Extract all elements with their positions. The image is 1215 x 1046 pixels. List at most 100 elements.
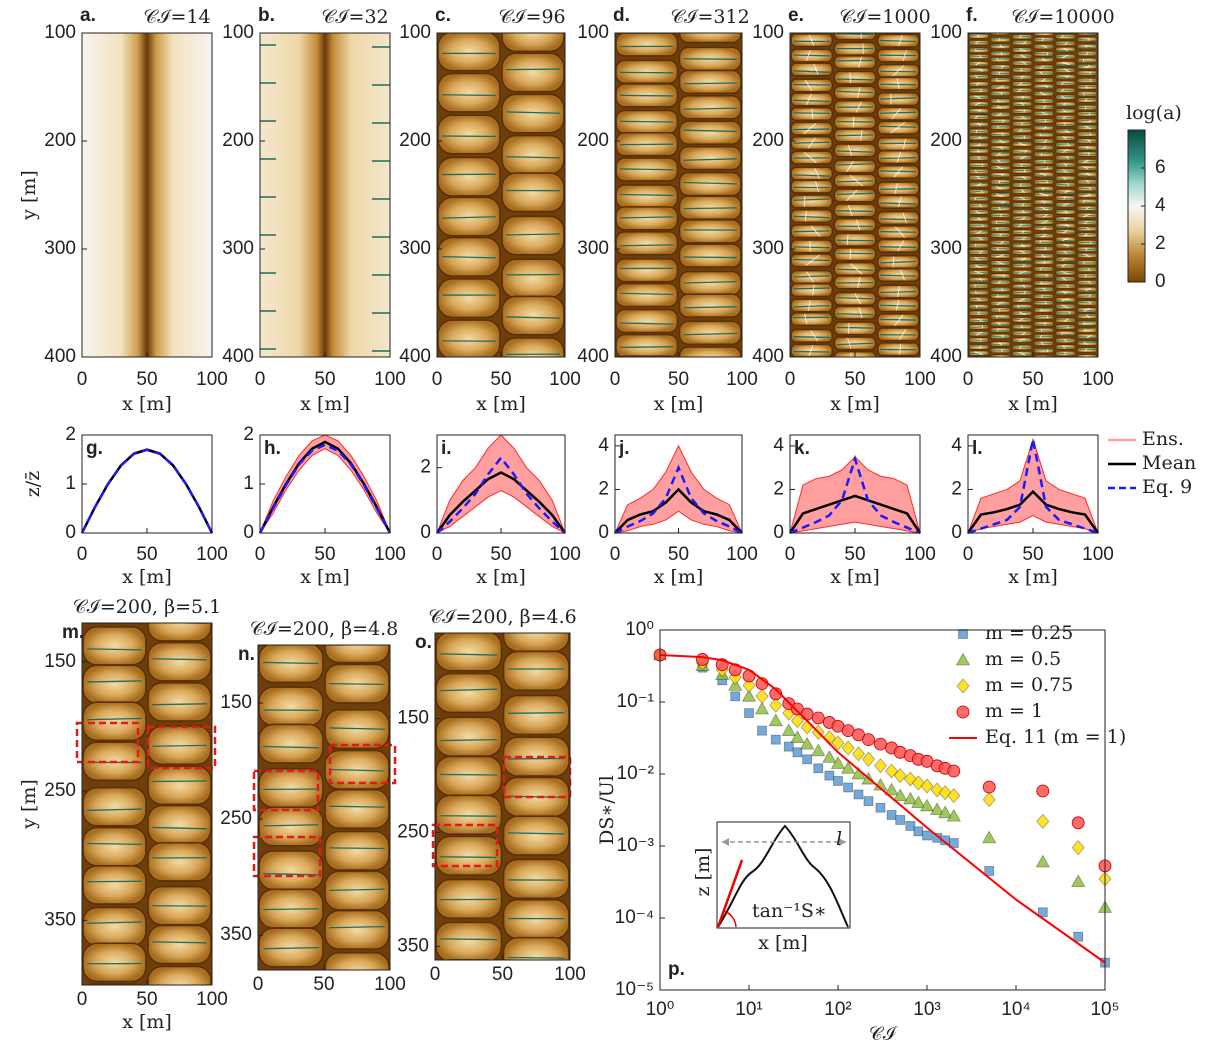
ridge [996, 247, 1000, 251]
channel [1056, 245, 1075, 248]
x-tick-label: 50 [668, 369, 689, 390]
channel [329, 805, 385, 808]
channel [1034, 180, 1053, 183]
channel [969, 345, 988, 347]
ridge [995, 152, 1002, 157]
cell [437, 319, 501, 357]
channel [1034, 119, 1053, 122]
ensemble-band [436, 434, 566, 535]
cell [968, 276, 990, 283]
y-tick-label: 2 [598, 478, 609, 499]
cell [1077, 361, 1097, 366]
ridge [1066, 156, 1069, 160]
channel [1056, 258, 1075, 262]
cell [82, 906, 147, 947]
ridge [1064, 210, 1069, 214]
ridge [846, 160, 854, 173]
panel-label: o. [415, 632, 432, 653]
channel [87, 680, 142, 683]
ridge [1039, 91, 1047, 96]
ridge [1042, 105, 1047, 109]
channel [793, 336, 830, 339]
marker-triangle [893, 788, 908, 802]
mean-line [788, 494, 922, 534]
marker-triangle [903, 791, 918, 805]
ridge [977, 143, 981, 147]
channel [991, 363, 1009, 364]
ridge [1019, 35, 1022, 39]
cell [1033, 320, 1055, 327]
channel [620, 292, 674, 296]
marker-triangle [929, 802, 945, 816]
cell [991, 361, 1011, 366]
ridge [974, 351, 983, 355]
marker-square [744, 708, 754, 719]
channel [1078, 174, 1097, 177]
y-tick-label: 0 [243, 522, 254, 543]
channel [329, 1004, 384, 1005]
cell [990, 50, 1011, 57]
cell [502, 694, 570, 736]
ridge [1001, 334, 1004, 338]
ridge [1018, 351, 1026, 356]
channel [880, 274, 917, 277]
y-axis-label: DS∗/Ul [596, 775, 618, 845]
ridge [996, 301, 1004, 306]
ridge [999, 233, 1002, 237]
ridge [998, 71, 1001, 75]
ridge [903, 138, 906, 150]
ridge [1019, 196, 1026, 201]
channel [683, 280, 737, 284]
channel [329, 727, 385, 730]
inset-slope [716, 859, 744, 928]
ridge [1042, 200, 1046, 204]
cell [147, 681, 212, 722]
ridge [898, 35, 903, 47]
channel [880, 39, 917, 43]
ridge [996, 193, 1003, 197]
cell [324, 645, 390, 664]
highlight-box [75, 721, 140, 764]
cell [1011, 283, 1033, 290]
ridge [996, 315, 998, 319]
ridge [1064, 41, 1068, 46]
ridge [852, 116, 855, 128]
ridge [1022, 284, 1026, 289]
panel-title: 𝒞ℐ=312 [670, 6, 749, 28]
cell [615, 308, 679, 334]
channel [329, 888, 385, 892]
ridge [854, 293, 861, 305]
cell [615, 282, 679, 308]
ridge [810, 225, 821, 237]
channel [1013, 217, 1032, 220]
ridge [1000, 52, 1003, 56]
cell [876, 238, 920, 253]
cell [501, 33, 565, 53]
channel [969, 89, 988, 92]
cell [147, 765, 212, 806]
ridge [1046, 52, 1049, 56]
ridge [974, 256, 980, 261]
cell [435, 835, 503, 876]
ridge [896, 78, 900, 90]
cell [790, 78, 834, 93]
channel [880, 202, 917, 205]
cell [1033, 131, 1055, 138]
x-axis-label: 𝒞ℐ [869, 1023, 898, 1045]
mean-line [80, 448, 214, 534]
marker-diamond [742, 677, 756, 694]
channel [1056, 197, 1075, 200]
cell [501, 295, 565, 336]
ridge [997, 112, 1002, 117]
ridge [1021, 236, 1027, 241]
fit-line [659, 653, 1106, 964]
channel [1056, 143, 1075, 146]
ridge [1085, 51, 1089, 56]
channel [263, 947, 319, 950]
ridge [1041, 111, 1048, 116]
channel [506, 233, 560, 236]
ridge [996, 186, 1002, 190]
ridge [1083, 328, 1087, 332]
channel [793, 198, 830, 201]
ridge [1083, 220, 1088, 225]
